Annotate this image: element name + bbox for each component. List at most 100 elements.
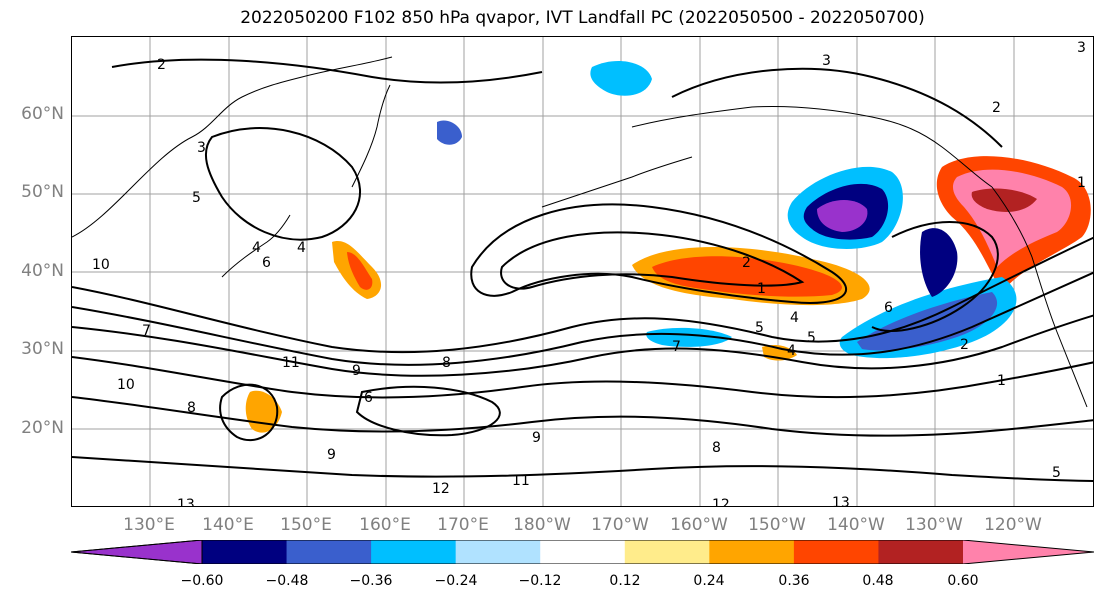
contour-label: 5 [192,190,201,206]
coastline-kamchatka [351,84,391,188]
contour-label: 8 [442,355,451,371]
negative-anomaly-band-dark [920,228,958,297]
map-panel: 2 3 3 2 5 4 2 1 5 4 6 5 4 7 9 8 10 11 6 … [71,36,1094,507]
colorbar-tick-label: −0.48 [265,573,309,589]
lon-label-140e: 140°E [202,515,254,535]
contour-label: 7 [672,339,681,355]
colorbar-segment [624,540,710,564]
contour-label: 3 [1077,40,1086,56]
lon-label-140w: 140°W [827,515,885,535]
contour-label: 2 [742,255,751,271]
lon-label-130e: 130°E [123,515,175,535]
contour-label: 11 [282,355,300,371]
contour-label: 12 [432,481,450,497]
lat-label-50n: 50°N [21,182,64,202]
contour-label: 6 [262,255,271,271]
colorbar-segment [540,540,626,564]
contour-line [72,271,1093,366]
contour-label: 10 [92,257,110,273]
contour-label: 8 [712,440,721,456]
contour-label: 13 [177,497,195,507]
lon-label-170w: 170°W [591,515,649,535]
contours [72,58,1093,482]
lon-label-180w: 180°W [513,515,571,535]
colorbar-tick-label: 0.12 [609,573,641,589]
colorbar-tick-label: −0.60 [180,573,224,589]
lon-label-130w: 130°W [905,515,963,535]
colorbar-segments [71,540,1094,564]
contour-label: 2 [157,57,166,73]
contour-label: 11 [512,473,530,489]
colorbar-segment [286,540,372,564]
lon-label-150w: 150°W [748,515,806,535]
contour-label: 9 [532,430,541,446]
contour-label: 2 [992,100,1001,116]
contour-label: 9 [327,447,336,463]
contour-label: 5 [755,320,764,336]
colorbar-tick-label: 0.60 [947,573,979,589]
colorbar-segment [202,540,288,564]
colorbar-segment [709,540,795,564]
map-canvas: 2 3 3 2 5 4 2 1 5 4 6 5 4 7 9 8 10 11 6 … [72,37,1093,507]
colorbar-tick-label: −0.12 [518,573,562,589]
contour-line [871,221,999,332]
negative-anomaly-siberia [590,60,652,96]
positive-anomaly-westcoast-dark [971,188,1037,212]
contour-line [470,203,847,304]
coastline-aleutians [541,156,693,208]
lat-label-30n: 30°N [21,339,64,359]
lat-label-40n: 40°N [21,261,64,281]
coastline-asia [72,56,393,238]
contour-line [204,127,362,241]
contour-label: 4 [790,310,799,326]
contour-line [111,58,543,84]
contour-label: 1 [757,281,766,297]
colorbar-tick-label: −0.36 [349,573,393,589]
contour-line [72,314,1093,377]
lon-label-120w: 120°W [984,515,1042,535]
colorbar-extend-low [71,540,202,564]
contour-line [500,231,805,290]
colorbar-extend-high [963,540,1094,564]
lat-label-20n: 20°N [21,418,64,438]
positive-anomaly-west-core [347,252,373,290]
contour-line [72,236,1093,354]
lat-label-60n: 60°N [21,104,64,124]
colorbar-segment [371,540,457,564]
contour-line [355,385,501,437]
contour-label: 2 [960,337,969,353]
negative-anomaly-gulf-purple [817,200,868,232]
colorbar-tick-label: 0.24 [693,573,725,589]
lon-label-170e: 170°E [437,515,489,535]
contour-label: 1 [997,373,1006,389]
contour-label: 12 [712,497,730,507]
contour-label: 5 [807,330,816,346]
negative-anomaly-eastpac [646,327,732,347]
chart-title: 2022050200 F102 850 hPa qvapor, IVT Land… [240,8,925,28]
coastline-alaska [631,105,993,188]
contour-label: 6 [884,300,893,316]
colorbar-tick-label: 0.36 [778,573,810,589]
contour-label: 5 [1052,465,1061,481]
colorbar [71,540,1094,564]
colorbar-segment [878,540,964,564]
contour-label: 4 [787,343,796,359]
contour-label: 9 [352,363,361,379]
contour-line [219,383,279,442]
coastline-japan [221,214,291,278]
contour-label: 13 [832,495,850,507]
contour-line [671,67,1003,148]
lon-label-160e: 160°E [359,515,411,535]
negative-anomaly-north [437,120,462,145]
contour-label: 4 [252,240,261,256]
contour-label: 4 [297,240,306,256]
colorbar-tick-label: 0.48 [862,573,894,589]
contour-label: 3 [822,53,831,69]
contour-line [72,456,1093,482]
contour-label: 6 [364,390,373,406]
contour-line [72,396,1093,437]
positive-anomaly-central-core [652,256,842,297]
contour-label: 8 [187,400,196,416]
colorbar-segment [455,540,541,564]
coastline-northamerica [991,186,1088,408]
